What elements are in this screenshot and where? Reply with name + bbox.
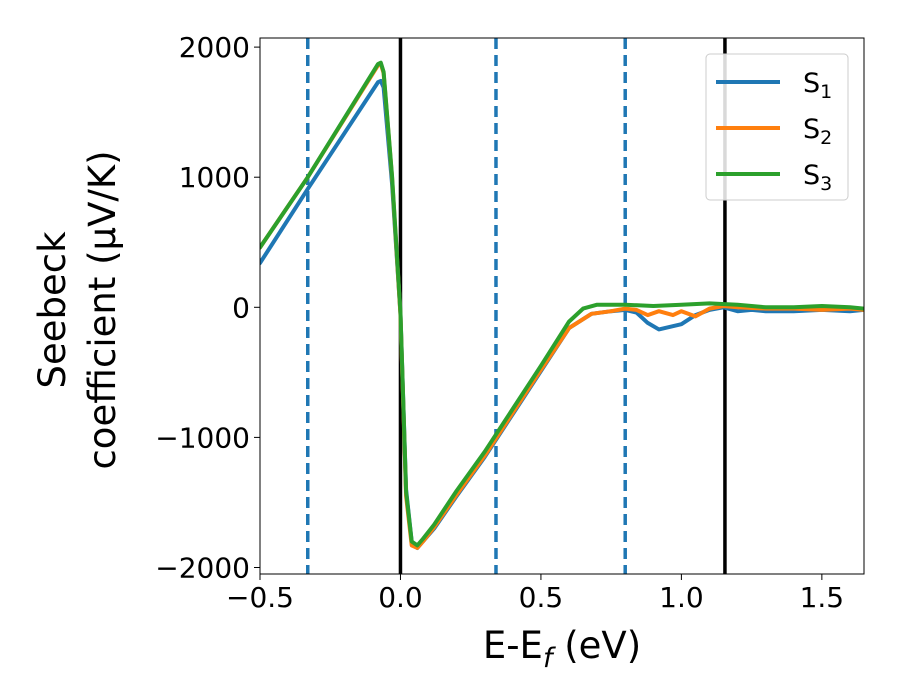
- y-tick-label: −1000: [155, 421, 250, 454]
- x-axis-ticks: −0.5 0.0 0.5 1.0 1.5: [226, 574, 844, 614]
- y-tick-label: 2000: [179, 31, 250, 64]
- plot-frame: [259, 37, 865, 575]
- y-tick-label: −2000: [155, 551, 250, 584]
- y-tick-label: 1000: [179, 161, 250, 194]
- y-axis-ticks: −2000 −1000 0 1000 2000: [155, 31, 260, 584]
- legend-label-s1: S1: [803, 68, 832, 103]
- x-axis-label: E-Ef (eV): [483, 624, 641, 674]
- y-tick-label: 0: [232, 291, 250, 324]
- y-axis-label-line1: Seebeck: [31, 231, 74, 389]
- x-tick-label: 0.0: [378, 581, 423, 614]
- y-axis-label-line2: coefficient (μV/K): [81, 150, 124, 469]
- series-line-s3: [260, 60, 864, 548]
- x-tick-label: 1.5: [800, 581, 845, 614]
- series-layer: [260, 60, 864, 550]
- x-tick-label: 1.0: [659, 581, 704, 614]
- y-axis-label: Seebeck coefficient (μV/K): [31, 150, 124, 469]
- x-tick-label: 0.5: [519, 581, 564, 614]
- x-tick-label: −0.5: [226, 581, 294, 614]
- legend-label-s2: S2: [803, 114, 832, 149]
